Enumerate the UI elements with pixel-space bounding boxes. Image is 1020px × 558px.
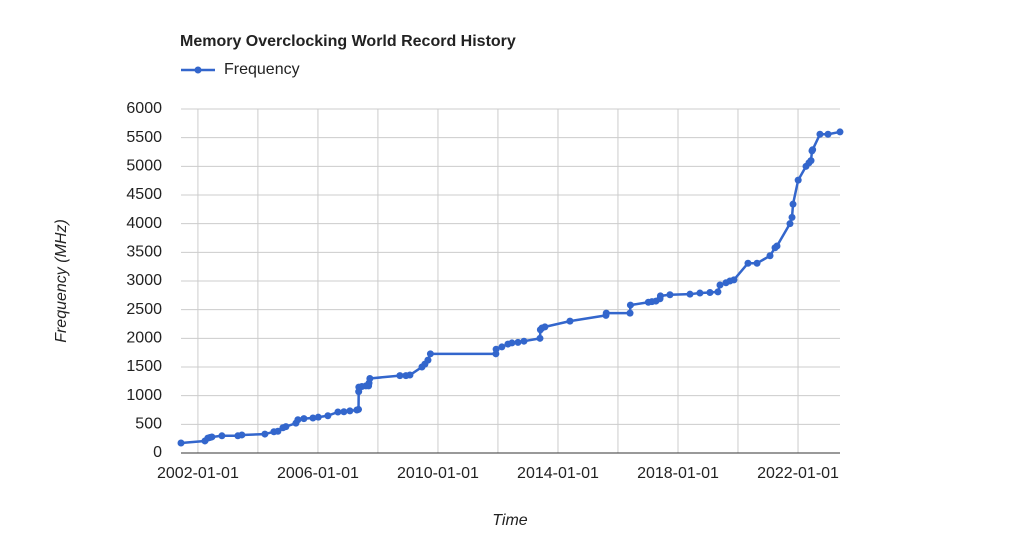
y-tick-label: 3500 [126,244,162,261]
x-axis-label: Time [492,512,528,529]
point [309,414,317,422]
point [261,430,269,438]
x-tick-label: 2002-01-01 [157,465,239,482]
point [177,439,185,447]
point [282,423,290,431]
point [424,356,432,364]
point [716,281,724,289]
point [786,220,794,228]
point [836,128,844,136]
point [218,432,226,440]
point [492,345,500,353]
x-tick-label: 2006-01-01 [277,465,359,482]
point [300,415,308,423]
point [274,427,282,435]
point [626,309,634,317]
legend-marker [194,66,202,74]
y-tick-label: 2500 [126,301,162,318]
x-tick-label: 2010-01-01 [397,465,479,482]
point [696,289,704,297]
point [355,405,363,413]
point [536,334,544,342]
point [314,413,322,421]
y-tick-label: 2000 [126,330,162,347]
point [824,130,832,138]
point [426,350,434,358]
point [406,371,414,379]
point [809,146,817,154]
point [794,176,802,184]
x-tick-label: 2018-01-01 [637,465,719,482]
y-tick-label: 1000 [126,387,162,404]
point [706,288,714,296]
point [686,290,694,298]
y-tick-label: 6000 [126,100,162,117]
point [340,408,348,416]
point [816,130,824,138]
y-tick-label: 500 [135,416,162,433]
y-tick-label: 1500 [126,358,162,375]
point [294,416,302,424]
y-tick-label: 5500 [126,129,162,146]
point [238,431,246,439]
point [789,200,797,208]
point [366,374,374,382]
y-tick-label: 0 [153,444,162,461]
grid [181,108,840,454]
point [541,323,549,331]
point [626,301,634,309]
point [602,309,610,317]
chart-title: Memory Overclocking World Record History [180,33,516,50]
y-tick-label: 4500 [126,186,162,203]
point [773,242,781,250]
point [656,292,664,300]
y-axis-label: Frequency (MHz) [53,219,70,343]
point [324,412,332,420]
point [730,276,738,284]
point [788,213,796,221]
point [508,339,516,347]
point [807,157,815,165]
point [520,337,528,345]
legend-label: Frequency [224,61,300,78]
point [744,259,752,267]
point [498,343,506,351]
point [396,372,404,380]
x-tick-label: 2014-01-01 [517,465,599,482]
point [753,259,761,267]
point [666,291,674,299]
point [566,317,574,325]
point [514,338,522,346]
point [766,252,774,260]
x-tick-label: 2022-01-01 [757,465,839,482]
point [208,433,216,441]
y-tick-label: 3000 [126,272,162,289]
point [346,407,354,415]
y-tick-label: 5000 [126,158,162,175]
point [334,408,342,416]
point [714,288,722,296]
y-tick-label: 4000 [126,215,162,232]
line [180,130,841,445]
